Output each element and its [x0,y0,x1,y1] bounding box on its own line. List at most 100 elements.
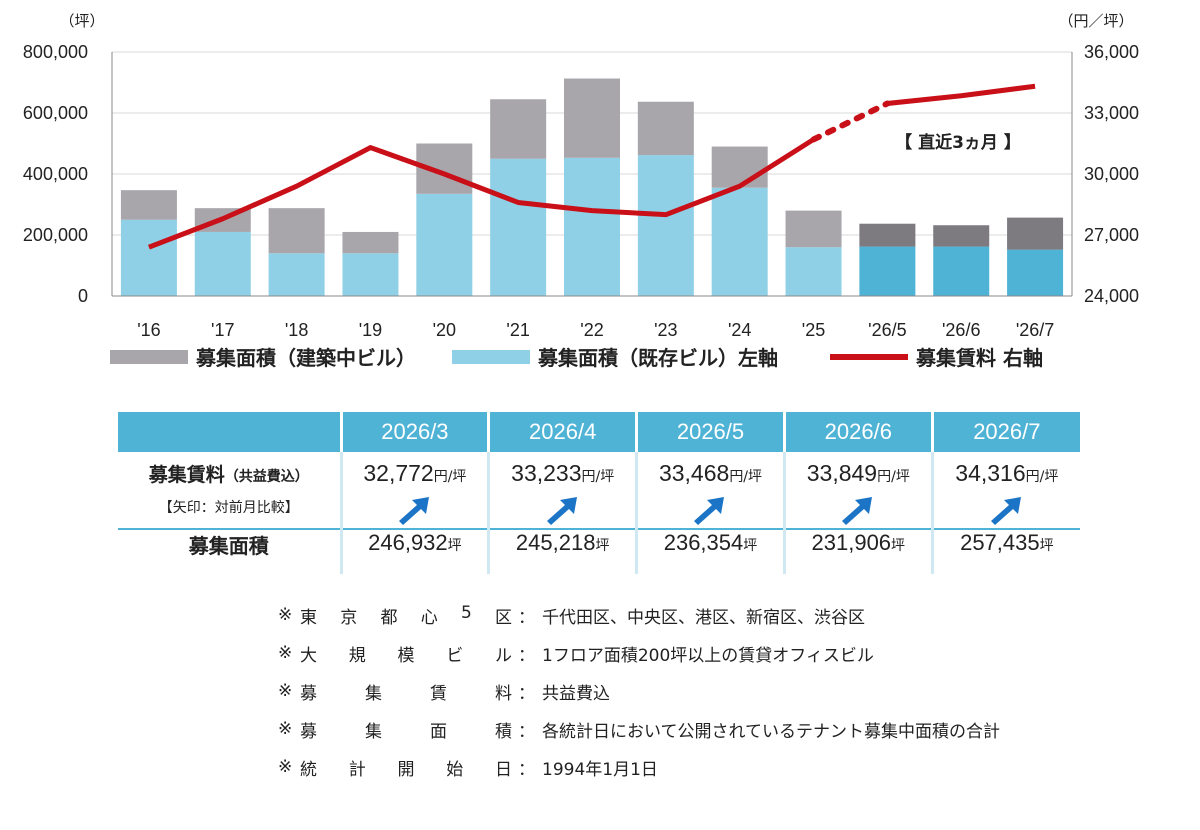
up-right-arrow-icon [694,497,725,525]
rent-arrow-note: 【矢印：対前月比較】 [158,500,299,516]
footnote-row: ※ 募集賃料 ： 共益費込 [278,672,1000,710]
footnote-separator: ： [518,645,535,666]
x-tick-label: '26/5 [868,320,906,340]
footnote-value: 共益費込 [542,683,610,704]
footnotes: ※ 東京都心 5 区 ： 千代田区、中央区、港区、新宿区、渋谷区 ※ 大規模ビル ： 1フロア面積… [278,596,1000,786]
footnote-value: 千代田区、中央区、港区、新宿区、渋谷区 [542,607,865,628]
bar-existing [933,246,990,296]
footnote-row: ※ 大規模ビル ： 1フロア面積200坪以上の賃貸オフィスビル [278,634,1000,672]
rent-cell: 34,316円/坪 [930,452,1080,529]
bar-existing [268,253,325,296]
bar-construction [342,231,399,254]
area-cell: 231,906坪 [782,528,933,574]
right-axis-unit: （円／坪） [1058,12,1133,30]
bar-existing [785,247,842,296]
footnote-key: 統計開始日 [300,759,512,780]
bar-construction [711,146,768,188]
x-tick-label: '22 [580,320,603,340]
rent-row: 募集賃料（共益費込） 【矢印：対前月比較】 32,772円/坪 33,233円/… [118,452,1080,529]
x-tick-label: '24 [728,320,751,340]
left-tick-label: 400,000 [23,164,88,184]
header-blank [118,412,341,452]
bar-existing [564,157,620,296]
bar-existing [859,246,916,296]
rent-line [887,83,1036,106]
header-month: 2026/4 [487,412,637,452]
footnote-separator: ： [518,607,535,628]
x-tick-label: '17 [211,320,234,340]
legend-label-existing: 募集面積（既存ビル）左軸 [537,346,778,370]
bar-construction [268,208,325,254]
area-label-cell: 募集面積 [118,528,341,574]
x-tick-label: '18 [285,320,308,340]
right-tick-label: 30,000 [1084,164,1139,184]
left-tick-label: 800,000 [23,42,88,62]
header-month: 2026/3 [339,412,489,452]
up-right-arrow-icon [546,497,577,525]
left-tick-label: 200,000 [23,225,88,245]
x-tick-label: '20 [433,320,456,340]
footnote-mark: ※ [278,681,293,701]
table-header-row: 2026/3 2026/4 2026/5 2026/6 2026/7 [118,412,1080,452]
footnote-key: 募集面積 [300,721,512,742]
rent-cell: 33,233円/坪 [487,452,637,529]
up-right-arrow-icon [398,497,429,525]
footnote-mark: ※ [278,605,293,625]
header-month: 2026/7 [930,412,1080,452]
footnote-separator: ： [518,683,535,704]
rent-cell: 33,468円/坪 [635,452,785,529]
bar-construction [785,210,842,248]
bar-construction [637,101,694,156]
x-tick-label: '16 [137,320,160,340]
bar-existing [194,231,251,296]
footnote-key: 大規模ビル [300,645,512,666]
footnote-row: ※ 統計開始日 ： 1994年1月1日 [278,748,1000,786]
up-right-arrow-icon [842,497,873,525]
bar-construction [120,190,177,220]
bar-construction [564,78,620,158]
x-tick-label: '21 [506,320,529,340]
x-tick-label: '26/6 [942,320,980,340]
left-axis-unit: （坪） [59,12,104,30]
footnote-mark: ※ [278,643,293,663]
rent-label: 募集賃料（共益費込） [148,464,309,486]
x-tick-label: '26/7 [1016,320,1054,340]
x-tick-label: '19 [359,320,382,340]
area-cell: 245,218坪 [487,528,637,574]
bar-existing [120,219,177,296]
footnote-value: 1フロア面積200坪以上の賃貸オフィスビル [542,645,874,666]
x-tick-label: '23 [654,320,677,340]
footnote-mark: ※ [278,719,293,739]
footnote-value: 1994年1月1日 [542,759,658,780]
footnote-separator: ： [518,721,535,742]
vacancy-rent-chart: （坪） （円／坪） 800,000 600,000 400,000 200,000 0 3… [23,12,1139,370]
rent-line-group [148,83,1036,250]
right-tick-label: 33,000 [1084,103,1139,123]
bar-existing [490,158,547,296]
bar-construction [933,225,990,247]
header-month: 2026/6 [782,412,933,452]
axes-group: 800,000 600,000 400,000 200,000 0 36,000 33,00… [23,42,1139,340]
bar-existing [711,187,768,296]
area-row: 募集面積 246,932坪 245,218坪 236,354坪 231,906坪… [118,528,1080,574]
legend-label-rent: 募集賃料 右軸 [915,346,1043,370]
bar-existing [416,193,473,296]
bar-construction [490,99,547,159]
rent-line [148,137,815,250]
up-right-arrow-icon [990,497,1021,525]
right-tick-label: 36,000 [1084,42,1139,62]
bars-group [120,78,1064,296]
footnote-value: 各統計日において公開されているテナント募集中面積の合計 [542,721,1000,742]
bar-existing [1007,249,1064,296]
header-month: 2026/5 [635,412,785,452]
rent-label-cell: 募集賃料（共益費込） 【矢印：対前月比較】 [118,452,341,529]
area-cell: 236,354坪 [635,528,785,574]
bar-construction [1007,217,1064,250]
area-cell: 246,932坪 [339,528,489,574]
legend-swatch-construction [110,350,188,364]
right-tick-label: 27,000 [1084,225,1139,245]
stats-table: 2026/3 2026/4 2026/5 2026/6 2026/7 募集賃料（… [118,412,1080,574]
area-cell: 257,435坪 [930,528,1080,574]
right-tick-label: 24,000 [1084,286,1139,306]
